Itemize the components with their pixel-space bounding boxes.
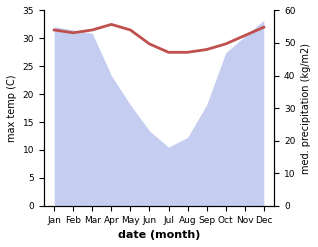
Y-axis label: max temp (C): max temp (C): [7, 74, 17, 142]
Y-axis label: med. precipitation (kg/m2): med. precipitation (kg/m2): [301, 43, 311, 174]
X-axis label: date (month): date (month): [118, 230, 200, 240]
